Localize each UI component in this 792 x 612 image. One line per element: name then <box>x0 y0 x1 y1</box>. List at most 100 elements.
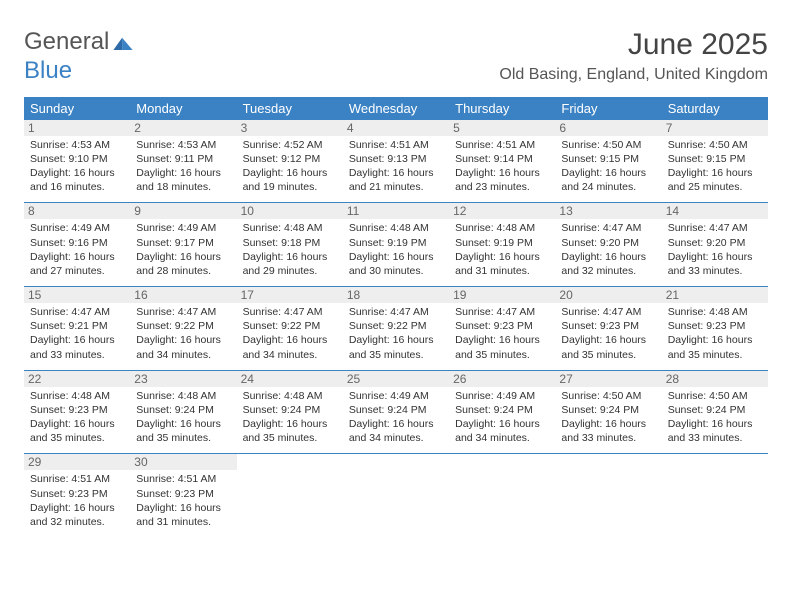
day-sunrise: Sunrise: 4:47 AM <box>561 305 655 319</box>
day-daylight1: Daylight: 16 hours <box>561 166 655 180</box>
day-sunrise: Sunrise: 4:50 AM <box>668 138 762 152</box>
day-cell: 5Sunrise: 4:51 AMSunset: 9:14 PMDaylight… <box>449 120 555 203</box>
day-sunrise: Sunrise: 4:48 AM <box>349 221 443 235</box>
day-sunrise: Sunrise: 4:48 AM <box>243 221 337 235</box>
day-sunset: Sunset: 9:23 PM <box>668 319 762 333</box>
day-sunset: Sunset: 9:24 PM <box>668 403 762 417</box>
day-cell: 4Sunrise: 4:51 AMSunset: 9:13 PMDaylight… <box>343 120 449 203</box>
logo-word2: Blue <box>24 57 133 85</box>
day-daylight2: and 33 minutes. <box>561 431 655 445</box>
day-daylight1: Daylight: 16 hours <box>30 333 124 347</box>
day-daylight1: Daylight: 16 hours <box>668 166 762 180</box>
day-cell: 6Sunrise: 4:50 AMSunset: 9:15 PMDaylight… <box>555 120 661 203</box>
day-daylight1: Daylight: 16 hours <box>243 166 337 180</box>
day-daylight2: and 35 minutes. <box>561 348 655 362</box>
day-sunset: Sunset: 9:17 PM <box>136 236 230 250</box>
day-sunrise: Sunrise: 4:48 AM <box>30 389 124 403</box>
day-sunset: Sunset: 9:10 PM <box>30 152 124 166</box>
day-sunrise: Sunrise: 4:48 AM <box>243 389 337 403</box>
day-daylight1: Daylight: 16 hours <box>136 501 230 515</box>
location: Old Basing, England, United Kingdom <box>499 66 768 84</box>
day-sunrise: Sunrise: 4:53 AM <box>30 138 124 152</box>
day-cell <box>237 454 343 537</box>
day-cell: 21Sunrise: 4:48 AMSunset: 9:23 PMDayligh… <box>662 287 768 370</box>
day-daylight2: and 31 minutes. <box>455 264 549 278</box>
day-daylight1: Daylight: 16 hours <box>668 333 762 347</box>
day-daylight1: Daylight: 16 hours <box>349 417 443 431</box>
day-sunset: Sunset: 9:24 PM <box>349 403 443 417</box>
day-number: 7 <box>662 120 768 136</box>
day-daylight1: Daylight: 16 hours <box>561 417 655 431</box>
day-sunrise: Sunrise: 4:51 AM <box>136 472 230 486</box>
day-sunrise: Sunrise: 4:47 AM <box>136 305 230 319</box>
day-daylight1: Daylight: 16 hours <box>349 166 443 180</box>
day-number: 2 <box>130 120 236 136</box>
day-cell: 12Sunrise: 4:48 AMSunset: 9:19 PMDayligh… <box>449 203 555 286</box>
day-daylight2: and 33 minutes. <box>668 264 762 278</box>
day-sunrise: Sunrise: 4:47 AM <box>455 305 549 319</box>
day-number: 11 <box>343 203 449 219</box>
day-daylight1: Daylight: 16 hours <box>349 250 443 264</box>
day-daylight2: and 35 minutes. <box>455 348 549 362</box>
day-cell: 14Sunrise: 4:47 AMSunset: 9:20 PMDayligh… <box>662 203 768 286</box>
day-sunrise: Sunrise: 4:51 AM <box>349 138 443 152</box>
day-sunrise: Sunrise: 4:49 AM <box>455 389 549 403</box>
day-daylight1: Daylight: 16 hours <box>455 417 549 431</box>
day-sunset: Sunset: 9:18 PM <box>243 236 337 250</box>
day-daylight1: Daylight: 16 hours <box>243 333 337 347</box>
day-sunrise: Sunrise: 4:51 AM <box>30 472 124 486</box>
day-sunset: Sunset: 9:22 PM <box>243 319 337 333</box>
day-cell: 16Sunrise: 4:47 AMSunset: 9:22 PMDayligh… <box>130 287 236 370</box>
day-daylight1: Daylight: 16 hours <box>349 333 443 347</box>
day-daylight1: Daylight: 16 hours <box>30 166 124 180</box>
day-sunset: Sunset: 9:24 PM <box>455 403 549 417</box>
day-sunrise: Sunrise: 4:50 AM <box>561 389 655 403</box>
week-row: 22Sunrise: 4:48 AMSunset: 9:23 PMDayligh… <box>24 371 768 455</box>
day-daylight2: and 29 minutes. <box>243 264 337 278</box>
day-number: 19 <box>449 287 555 303</box>
day-sunset: Sunset: 9:15 PM <box>668 152 762 166</box>
day-daylight1: Daylight: 16 hours <box>455 333 549 347</box>
day-cell: 28Sunrise: 4:50 AMSunset: 9:24 PMDayligh… <box>662 371 768 454</box>
day-cell: 27Sunrise: 4:50 AMSunset: 9:24 PMDayligh… <box>555 371 661 454</box>
logo-mark-icon <box>113 29 133 57</box>
day-cell: 15Sunrise: 4:47 AMSunset: 9:21 PMDayligh… <box>24 287 130 370</box>
day-sunrise: Sunrise: 4:48 AM <box>455 221 549 235</box>
day-daylight2: and 34 minutes. <box>349 431 443 445</box>
day-number: 9 <box>130 203 236 219</box>
day-number: 10 <box>237 203 343 219</box>
weekday-header: Tuesday <box>237 97 343 120</box>
calendar: Sunday Monday Tuesday Wednesday Thursday… <box>24 97 768 537</box>
day-number: 8 <box>24 203 130 219</box>
day-daylight1: Daylight: 16 hours <box>136 417 230 431</box>
day-number: 26 <box>449 371 555 387</box>
day-daylight2: and 34 minutes. <box>136 348 230 362</box>
day-cell: 30Sunrise: 4:51 AMSunset: 9:23 PMDayligh… <box>130 454 236 537</box>
day-daylight2: and 35 minutes. <box>349 348 443 362</box>
day-number: 15 <box>24 287 130 303</box>
day-sunset: Sunset: 9:15 PM <box>561 152 655 166</box>
day-number: 14 <box>662 203 768 219</box>
weekday-header: Sunday <box>24 97 130 120</box>
day-sunrise: Sunrise: 4:47 AM <box>30 305 124 319</box>
day-cell: 22Sunrise: 4:48 AMSunset: 9:23 PMDayligh… <box>24 371 130 454</box>
day-number: 24 <box>237 371 343 387</box>
day-sunset: Sunset: 9:20 PM <box>668 236 762 250</box>
month-title: June 2025 <box>499 28 768 62</box>
day-number: 17 <box>237 287 343 303</box>
day-daylight1: Daylight: 16 hours <box>561 333 655 347</box>
day-sunrise: Sunrise: 4:49 AM <box>349 389 443 403</box>
day-cell <box>662 454 768 537</box>
day-sunrise: Sunrise: 4:49 AM <box>30 221 124 235</box>
day-sunset: Sunset: 9:14 PM <box>455 152 549 166</box>
day-daylight1: Daylight: 16 hours <box>455 250 549 264</box>
day-daylight1: Daylight: 16 hours <box>668 417 762 431</box>
day-sunrise: Sunrise: 4:50 AM <box>561 138 655 152</box>
day-daylight2: and 34 minutes. <box>243 348 337 362</box>
day-sunset: Sunset: 9:23 PM <box>30 487 124 501</box>
day-number: 4 <box>343 120 449 136</box>
day-sunrise: Sunrise: 4:48 AM <box>136 389 230 403</box>
day-daylight2: and 30 minutes. <box>349 264 443 278</box>
day-daylight2: and 32 minutes. <box>561 264 655 278</box>
day-daylight1: Daylight: 16 hours <box>30 501 124 515</box>
